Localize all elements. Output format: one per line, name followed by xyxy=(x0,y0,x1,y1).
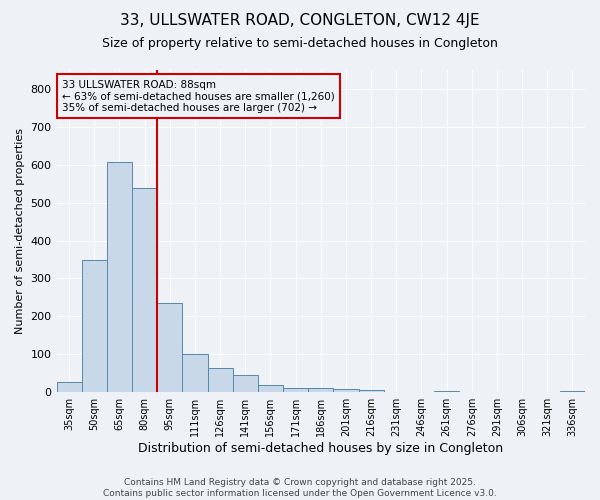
Bar xyxy=(258,386,283,392)
Bar xyxy=(560,391,585,392)
Bar xyxy=(334,389,359,392)
Bar xyxy=(107,162,132,392)
Bar xyxy=(82,260,107,392)
Bar xyxy=(434,391,459,392)
Bar xyxy=(233,375,258,392)
Bar xyxy=(208,368,233,392)
Bar xyxy=(56,382,82,392)
Text: 33, ULLSWATER ROAD, CONGLETON, CW12 4JE: 33, ULLSWATER ROAD, CONGLETON, CW12 4JE xyxy=(120,12,480,28)
X-axis label: Distribution of semi-detached houses by size in Congleton: Distribution of semi-detached houses by … xyxy=(138,442,503,455)
Y-axis label: Number of semi-detached properties: Number of semi-detached properties xyxy=(15,128,25,334)
Text: 33 ULLSWATER ROAD: 88sqm
← 63% of semi-detached houses are smaller (1,260)
35% o: 33 ULLSWATER ROAD: 88sqm ← 63% of semi-d… xyxy=(62,80,335,113)
Text: Size of property relative to semi-detached houses in Congleton: Size of property relative to semi-detach… xyxy=(102,38,498,51)
Bar xyxy=(283,388,308,392)
Bar xyxy=(182,354,208,392)
Bar xyxy=(132,188,157,392)
Text: Contains HM Land Registry data © Crown copyright and database right 2025.
Contai: Contains HM Land Registry data © Crown c… xyxy=(103,478,497,498)
Bar xyxy=(157,303,182,392)
Bar xyxy=(308,388,334,392)
Bar xyxy=(359,390,383,392)
